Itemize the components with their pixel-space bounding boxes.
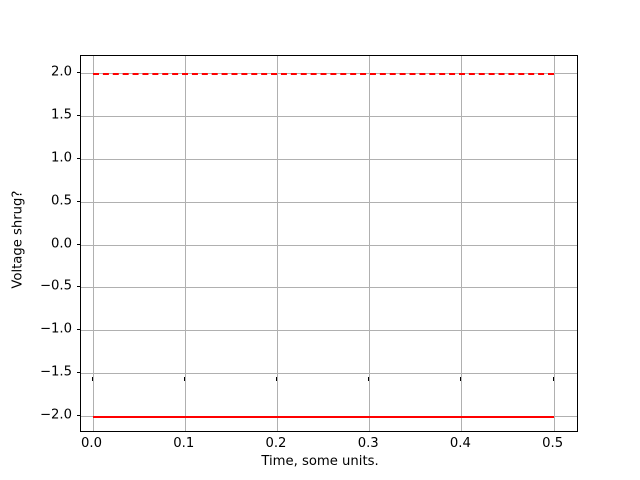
x-tick-label: 0.1 <box>173 436 195 451</box>
gridline-horizontal <box>81 244 577 246</box>
x-tick-mark <box>91 377 93 381</box>
y-tick-label: 1.0 <box>51 150 72 166</box>
gridline-vertical <box>553 56 555 431</box>
data-series-upper-level <box>92 73 554 76</box>
x-tick-label: 0.5 <box>542 436 564 451</box>
gridline-vertical <box>369 56 371 431</box>
x-tick-label: 0.2 <box>265 436 287 451</box>
gridline-horizontal <box>81 115 577 117</box>
gridline-horizontal <box>81 201 577 203</box>
gridline-vertical <box>92 56 94 431</box>
data-series-lower-level <box>92 415 554 418</box>
y-tick-mark <box>76 243 80 245</box>
y-tick-mark <box>76 286 80 288</box>
gridline-horizontal <box>81 330 577 332</box>
y-tick-mark <box>76 372 80 374</box>
gridline-horizontal <box>81 158 577 160</box>
y-axis-label: Voltage shrug? <box>8 0 28 480</box>
x-tick-mark <box>368 377 370 381</box>
y-tick-label: 2.0 <box>51 64 72 80</box>
x-tick-label: 0.3 <box>357 436 379 451</box>
x-axis-label: Time, some units. <box>261 454 379 469</box>
y-tick-mark <box>76 200 80 202</box>
y-tick-mark <box>76 157 80 159</box>
y-tick-label: −1.5 <box>39 364 72 380</box>
y-tick-mark <box>76 414 80 416</box>
data-series-layer <box>81 56 577 431</box>
x-tick-label: 0.0 <box>81 436 103 451</box>
gridline-horizontal <box>81 287 577 289</box>
y-axis-label-text: Voltage shrug? <box>10 190 26 290</box>
y-tick-label: −1.0 <box>39 321 72 337</box>
gridline-horizontal <box>81 373 577 375</box>
y-tick-label: 0.5 <box>51 193 72 209</box>
y-tick-label: 1.5 <box>51 107 72 123</box>
x-tick-mark <box>460 377 462 381</box>
x-tick-label: 0.4 <box>449 436 471 451</box>
gridline-vertical <box>461 56 463 431</box>
y-tick-mark <box>76 114 80 116</box>
x-tick-mark <box>275 377 277 381</box>
plot-axes <box>80 55 578 432</box>
y-tick-label: −0.5 <box>39 278 72 294</box>
gridline-vertical <box>184 56 186 431</box>
x-tick-mark <box>183 377 185 381</box>
gridline-vertical <box>276 56 278 431</box>
y-tick-label: 0.0 <box>51 235 72 251</box>
y-tick-mark <box>76 72 80 74</box>
x-tick-mark <box>552 377 554 381</box>
y-tick-label: −2.0 <box>39 407 72 423</box>
y-tick-mark <box>76 329 80 331</box>
